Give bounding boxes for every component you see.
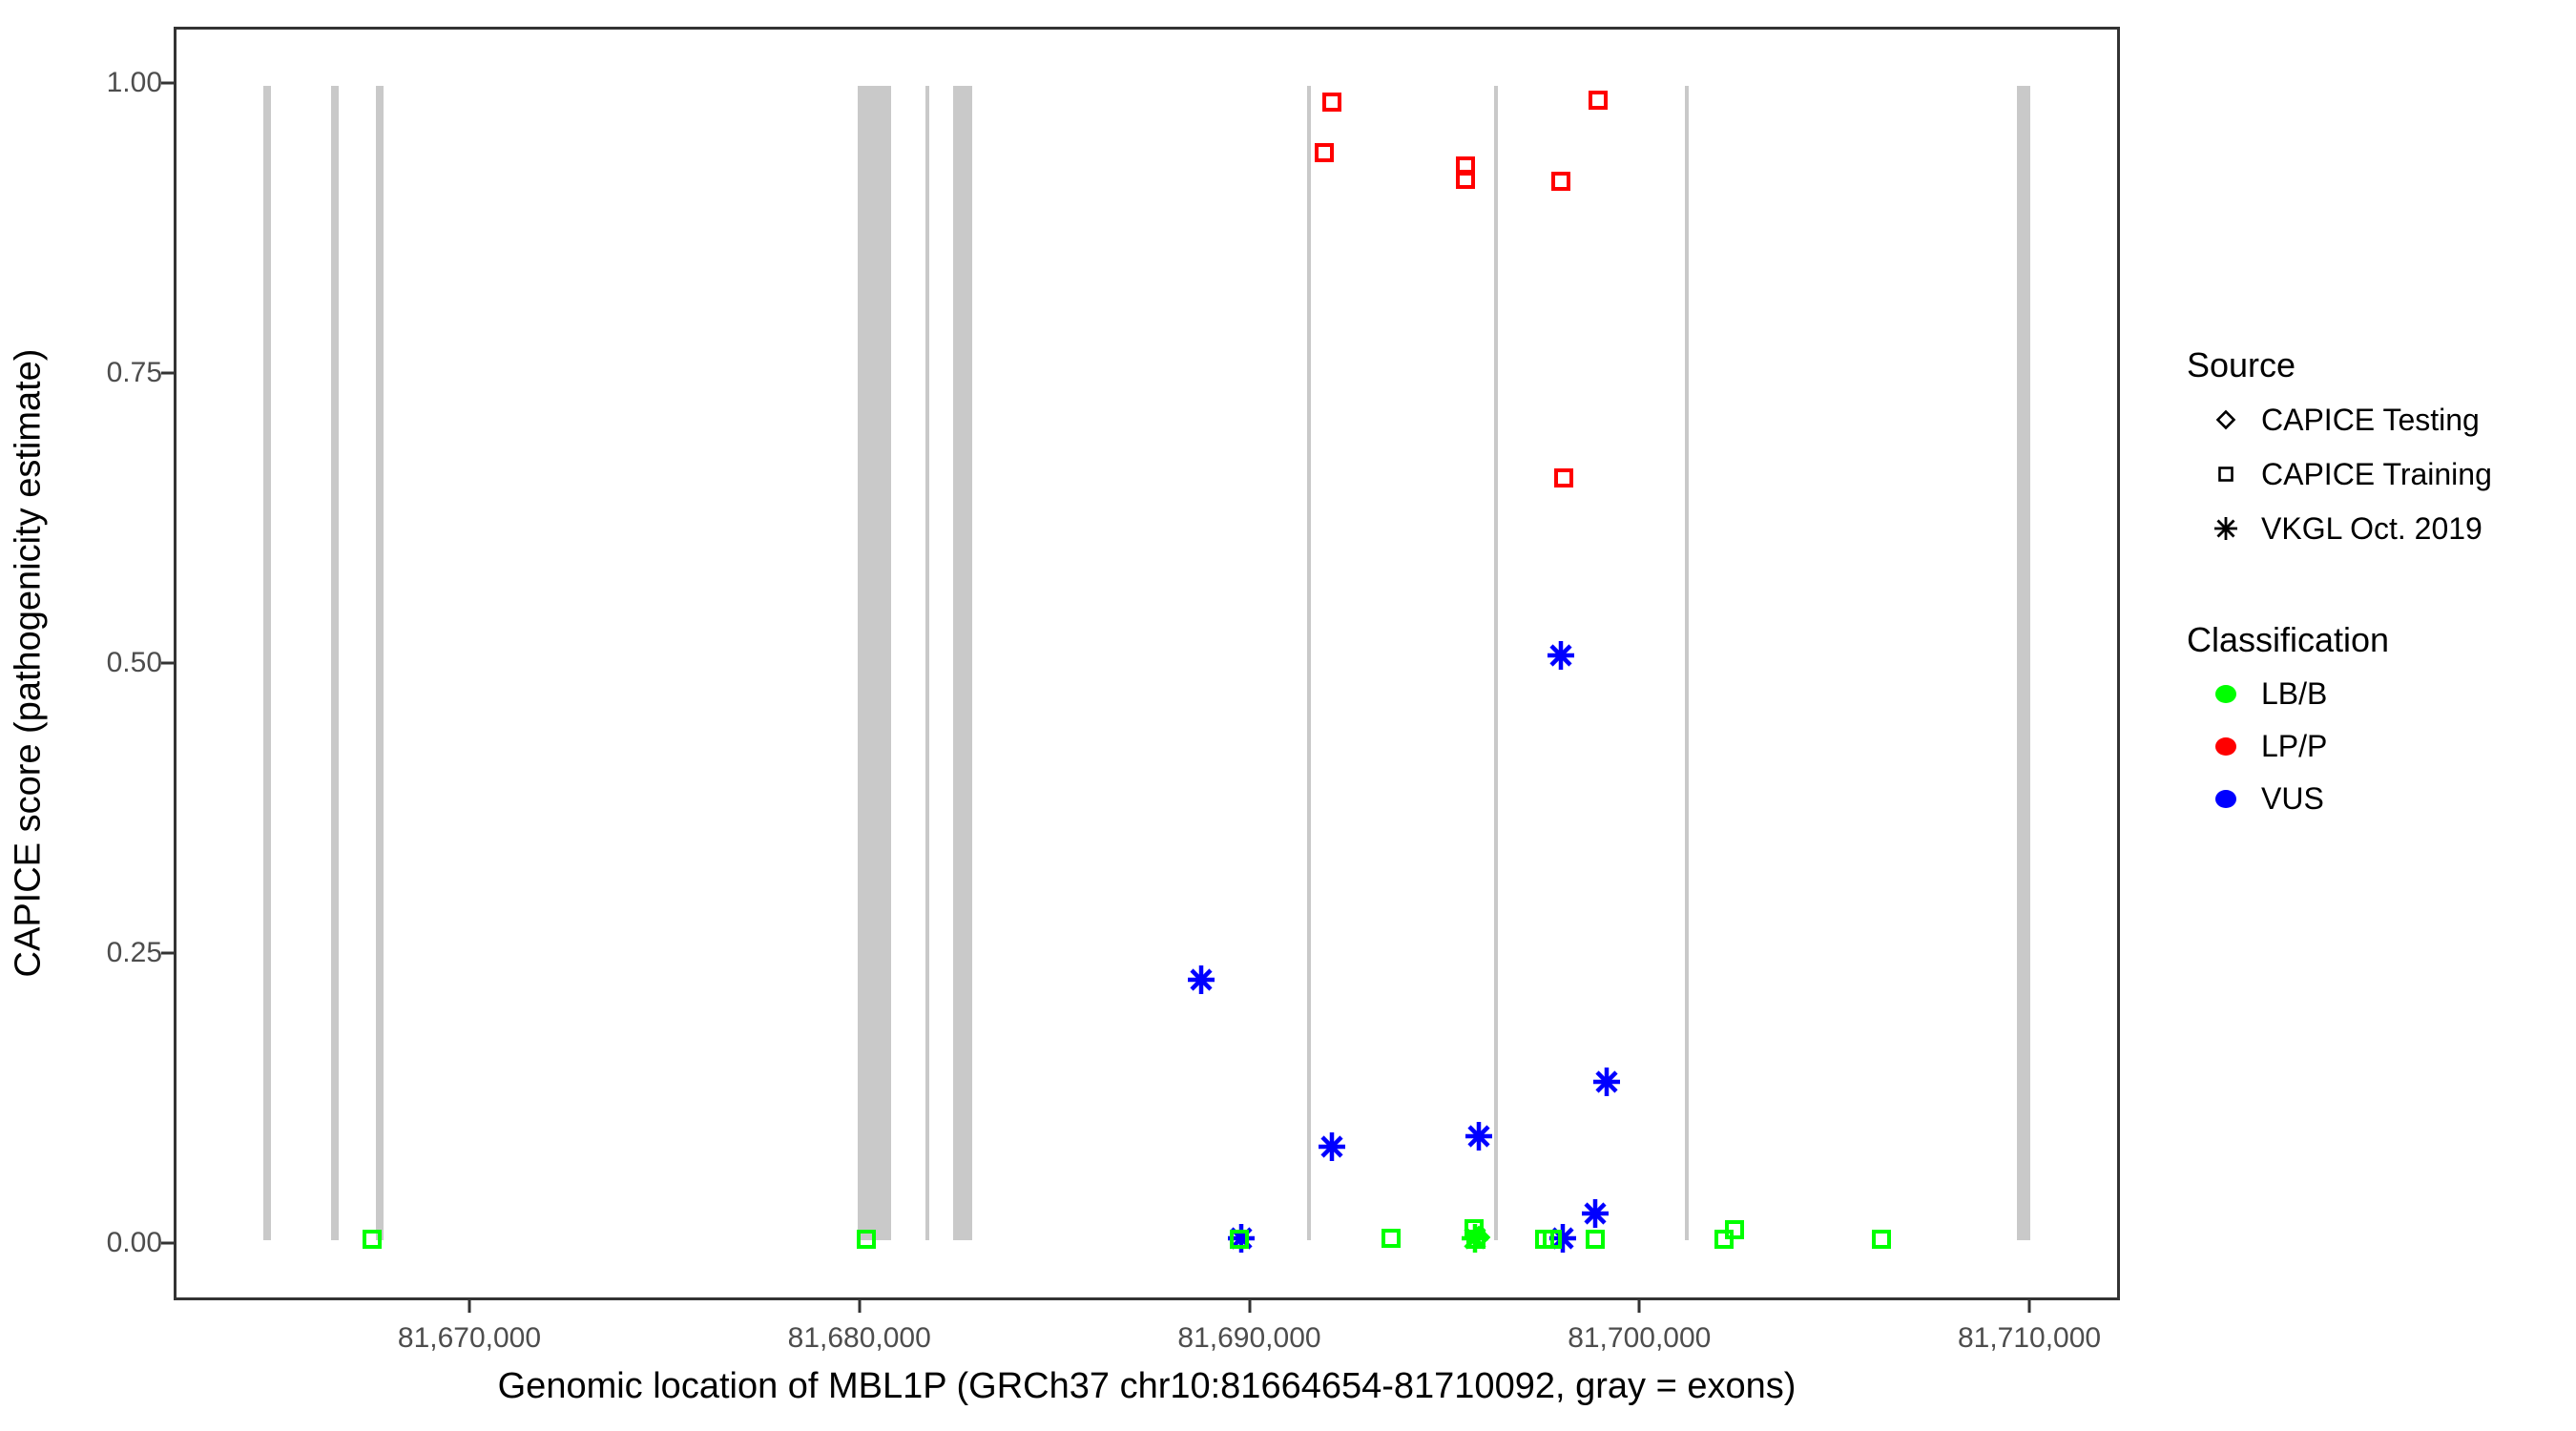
- exon-bar: [331, 85, 340, 1241]
- y-tick-mark: [161, 951, 174, 955]
- legend-title-classification: Classification: [2187, 620, 2390, 659]
- exon-bar: [1493, 85, 1499, 1241]
- data-point: [855, 1228, 878, 1251]
- exon-bar: [953, 85, 972, 1241]
- y-tick-mark: [161, 371, 174, 375]
- legend-title-source: Source: [2187, 345, 2296, 384]
- data-point: [1723, 1218, 1746, 1241]
- data-point: [1549, 170, 1572, 193]
- vus-dot-icon: [2204, 789, 2248, 808]
- data-point: [1589, 1065, 1624, 1099]
- data-point: [1541, 1228, 1564, 1251]
- exon-bar: [263, 85, 271, 1241]
- x-tick-mark: [1248, 1300, 1251, 1313]
- data-point: [1552, 467, 1575, 489]
- data-point: [1454, 155, 1477, 177]
- x-axis-title: Genomic location of MBL1P (GRCh37 chr10:…: [497, 1366, 1797, 1406]
- exon-bar: [1684, 85, 1689, 1241]
- y-tick-label: 0.25: [106, 937, 162, 969]
- legend-label: LB/B: [2261, 675, 2328, 711]
- x-tick-mark: [858, 1300, 862, 1313]
- data-point: [1228, 1228, 1251, 1251]
- x-tick-label: 81,700,000: [1568, 1322, 1712, 1354]
- data-point: [1544, 638, 1578, 673]
- data-point: [1184, 963, 1218, 997]
- legend-label: VKGL Oct. 2019: [2261, 510, 2483, 546]
- y-tick-mark: [161, 661, 174, 665]
- legend-label: LP/P: [2261, 728, 2328, 763]
- legend-label: CAPICE Training: [2261, 456, 2492, 491]
- y-tick-mark: [161, 1241, 174, 1245]
- legend-item-lpp: LP/P: [2204, 727, 2327, 765]
- data-point: [1315, 1130, 1349, 1164]
- y-tick-label: 0.50: [106, 647, 162, 678]
- y-tick-label: 1.00: [106, 66, 162, 98]
- legend-item-vus: VUS: [2204, 779, 2324, 818]
- exon-bar: [857, 85, 891, 1241]
- y-tick-label: 0.00: [106, 1227, 162, 1259]
- x-tick-mark: [467, 1300, 471, 1313]
- data-point: [1578, 1196, 1612, 1231]
- legend-item-capice-training: CAPICE Training: [2204, 455, 2492, 493]
- data-point: [1313, 141, 1336, 164]
- square-icon: [2204, 462, 2248, 487]
- asterisk-icon: [2204, 514, 2248, 543]
- legend-label: VUS: [2261, 780, 2324, 816]
- data-point: [1465, 1228, 1487, 1251]
- data-point: [1320, 91, 1343, 114]
- y-tick-label: 0.75: [106, 356, 162, 388]
- lpp-dot-icon: [2204, 736, 2248, 756]
- lbb-dot-icon: [2204, 684, 2248, 703]
- x-tick-label: 81,690,000: [1177, 1322, 1321, 1354]
- data-point: [361, 1228, 384, 1251]
- exon-bar: [376, 85, 384, 1241]
- legend-item-vkgl: VKGL Oct. 2019: [2204, 509, 2483, 548]
- x-tick-label: 81,670,000: [397, 1322, 542, 1354]
- x-tick-mark: [1637, 1300, 1641, 1313]
- legend-item-capice-testing: CAPICE Testing: [2204, 401, 2480, 439]
- exon-bar: [2017, 85, 2030, 1241]
- data-point: [1870, 1228, 1893, 1251]
- plot-panel: [174, 27, 2120, 1300]
- data-point: [1454, 168, 1477, 191]
- exon-bar: [1307, 85, 1312, 1241]
- data-point: [1584, 1228, 1607, 1251]
- data-point: [1587, 89, 1610, 112]
- y-tick-mark: [161, 81, 174, 85]
- x-tick-label: 81,710,000: [1957, 1322, 2102, 1354]
- data-point: [1463, 1217, 1485, 1240]
- x-tick-label: 81,680,000: [787, 1322, 931, 1354]
- legend-label: CAPICE Testing: [2261, 402, 2480, 437]
- exon-bar: [924, 85, 929, 1241]
- legend-item-lbb: LB/B: [2204, 674, 2327, 713]
- x-tick-mark: [2027, 1300, 2031, 1313]
- data-point: [1462, 1119, 1496, 1153]
- diamond-icon: [2204, 407, 2248, 432]
- data-point: [1380, 1227, 1402, 1250]
- y-axis-title: CAPICE score (pathogenicity estimate): [8, 348, 49, 978]
